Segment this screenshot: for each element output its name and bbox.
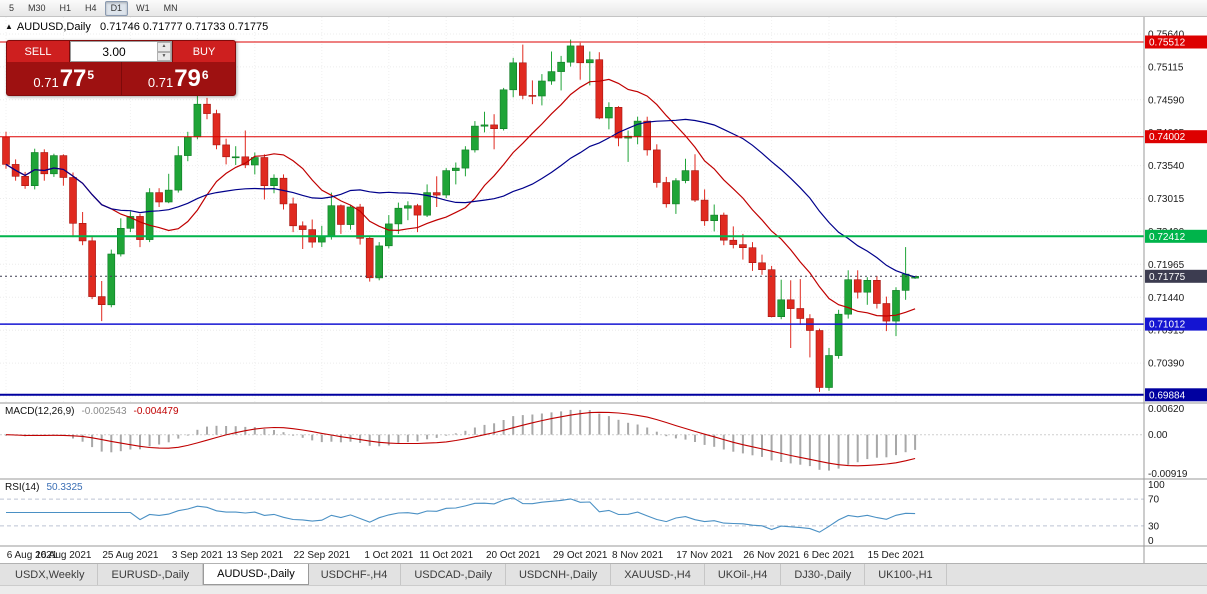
rsi-line: [6, 497, 916, 533]
timeframe-w1-button[interactable]: W1: [130, 1, 156, 16]
tab-usdchf[interactable]: USDCHF-,H4: [308, 564, 402, 585]
sell-price-pip-digit: 5: [87, 68, 95, 82]
svg-text:0.74590: 0.74590: [1148, 95, 1185, 106]
sell-price-big-digits: 77: [59, 65, 87, 93]
price-level-badges: 0.75512 0.74002 0.72412 0.71775 0.71012 0.698…: [1145, 35, 1207, 402]
svg-text:30: 30: [1148, 521, 1160, 532]
timeframe-d1-button[interactable]: D1: [104, 0, 129, 16]
svg-text:0.75512: 0.75512: [1149, 38, 1186, 49]
horizontal-level-lines[interactable]: [0, 41, 1144, 396]
svg-text:0.71440: 0.71440: [1148, 293, 1185, 304]
buy-price-pip-digit: 6: [201, 68, 209, 82]
svg-text:1 Oct 2021: 1 Oct 2021: [364, 550, 413, 561]
macd-signal-line: [5, 411, 916, 467]
svg-text:0.70390: 0.70390: [1148, 359, 1185, 370]
buy-price-prefix: 0.71: [147, 74, 174, 90]
chevron-up-icon: ▲: [161, 43, 167, 50]
timeframe-h4-button[interactable]: H4: [79, 1, 103, 16]
buy-price-big-digits: 79: [174, 65, 201, 93]
svg-text:26 Nov 2021: 26 Nov 2021: [743, 550, 800, 561]
svg-text:16 Aug 2021: 16 Aug 2021: [35, 550, 92, 561]
tab-uk100[interactable]: UK100-,H1: [865, 564, 947, 585]
svg-text:0.71965: 0.71965: [1148, 260, 1185, 271]
svg-text:15 Dec 2021: 15 Dec 2021: [868, 550, 925, 561]
sell-button[interactable]: SELL: [7, 41, 69, 62]
chevron-down-icon: ▼: [161, 52, 167, 59]
tab-xauusd[interactable]: XAUUSD-,H4: [611, 564, 705, 585]
svg-text:0.00: 0.00: [1148, 430, 1168, 441]
sell-price-prefix: 0.71: [33, 74, 59, 90]
buy-price-display[interactable]: 0.71 79 6: [121, 62, 235, 95]
svg-text:0.70915: 0.70915: [1148, 326, 1185, 337]
volume-spinner: ▲ ▼: [157, 42, 171, 61]
svg-text:0.75115: 0.75115: [1148, 62, 1184, 73]
macd-main-value: -0.002543: [81, 406, 127, 417]
svg-text:0.74002: 0.74002: [1149, 132, 1186, 143]
rsi-name: RSI(14): [5, 482, 40, 493]
chart-window: 0.756400.751150.745900.740650.735400.730…: [0, 17, 1207, 563]
panel-borders: [0, 17, 1207, 563]
svg-text:-0.00919: -0.00919: [1148, 469, 1188, 480]
svg-text:11 Oct 2021: 11 Oct 2021: [419, 550, 473, 561]
tab-usdx[interactable]: USDX,Weekly: [2, 564, 99, 585]
svg-text:0.72412: 0.72412: [1149, 232, 1186, 243]
tab-dj30[interactable]: DJ30-,Daily: [781, 564, 866, 585]
ma-26-line: [5, 118, 916, 278]
tab-usdcnh[interactable]: USDCNH-,Daily: [506, 564, 612, 585]
svg-text:20 Oct 2021: 20 Oct 2021: [486, 550, 541, 561]
timeframe-toolbar: 5 M30 H1 H4 D1 W1 MN: [0, 0, 1207, 17]
svg-text:0.00620: 0.00620: [1148, 404, 1185, 415]
svg-text:0: 0: [1148, 536, 1154, 547]
buy-button[interactable]: BUY: [173, 41, 235, 62]
chart-ohlc-header: ▲ AUDUSD,Daily 0.71746 0.71777 0.71733 0…: [5, 21, 268, 33]
tab-eurusd[interactable]: EURUSD-,Daily: [98, 564, 204, 585]
candlestick-series: [2, 39, 919, 392]
rsi-value: 50.3325: [46, 482, 83, 493]
svg-text:25 Aug 2021: 25 Aug 2021: [102, 550, 159, 561]
rsi-panel: [0, 497, 1144, 533]
macd-signal-value: -0.004479: [133, 406, 179, 417]
timeframe-mn-button[interactable]: MN: [158, 1, 184, 16]
tab-audusd[interactable]: AUDUSD-,Daily: [203, 564, 309, 585]
svg-text:70: 70: [1148, 495, 1160, 506]
svg-text:0.75640: 0.75640: [1148, 30, 1185, 41]
svg-text:0.71012: 0.71012: [1149, 320, 1186, 331]
timeframe-m30-button[interactable]: M30: [22, 1, 52, 16]
svg-text:3 Sep 2021: 3 Sep 2021: [172, 550, 224, 561]
chart-symbol-ohlc-text: AUDUSD,Daily 0.71746 0.71777 0.71733 0.7…: [16, 21, 269, 33]
ma-12-line: [5, 78, 916, 317]
svg-text:0.73540: 0.73540: [1148, 161, 1185, 172]
macd-panel: [0, 409, 1144, 471]
status-bar: [0, 585, 1207, 594]
macd-indicator-label: MACD(12,26,9) -0.002543 -0.004479: [5, 406, 179, 417]
timeframe-5-button[interactable]: 5: [3, 1, 20, 16]
svg-text:0.71775: 0.71775: [1149, 272, 1186, 283]
chart-tab-bar: USDX,Weekly EURUSD-,Daily AUDUSD-,Daily USD…: [0, 563, 1207, 585]
timeframe-h1-button[interactable]: H1: [54, 1, 78, 16]
svg-text:13 Sep 2021: 13 Sep 2021: [226, 550, 283, 561]
volume-decrease-button[interactable]: ▼: [157, 51, 171, 61]
svg-text:0.73015: 0.73015: [1148, 194, 1185, 205]
price-chart[interactable]: 0.756400.751150.745900.740650.735400.730…: [0, 17, 1207, 563]
svg-text:29 Oct 2021: 29 Oct 2021: [553, 550, 608, 561]
rsi-indicator-label: RSI(14) 50.3325: [5, 482, 83, 493]
one-click-panel-toggle-icon[interactable]: ▲: [5, 22, 13, 31]
svg-text:22 Sep 2021: 22 Sep 2021: [293, 550, 350, 561]
svg-text:6 Aug 2021: 6 Aug 2021: [7, 550, 58, 561]
macd-name: MACD(12,26,9): [5, 406, 75, 417]
svg-text:6 Dec 2021: 6 Dec 2021: [803, 550, 855, 561]
svg-text:0.69884: 0.69884: [1149, 390, 1186, 401]
tab-ukoil[interactable]: UKOil-,H4: [705, 564, 782, 585]
one-click-trading-panel: SELL 3.00 ▲ ▼ BUY 0.71 77 5 0.71 79 6: [6, 40, 236, 96]
volume-increase-button[interactable]: ▲: [157, 42, 171, 52]
svg-text:17 Nov 2021: 17 Nov 2021: [676, 550, 733, 561]
tab-usdcad[interactable]: USDCAD-,Daily: [401, 564, 506, 585]
volume-value[interactable]: 3.00: [102, 44, 126, 59]
svg-text:8 Nov 2021: 8 Nov 2021: [612, 550, 664, 561]
svg-text:100: 100: [1148, 480, 1165, 491]
sell-price-display[interactable]: 0.71 77 5: [7, 62, 121, 95]
volume-field[interactable]: 3.00 ▲ ▼: [70, 41, 172, 62]
